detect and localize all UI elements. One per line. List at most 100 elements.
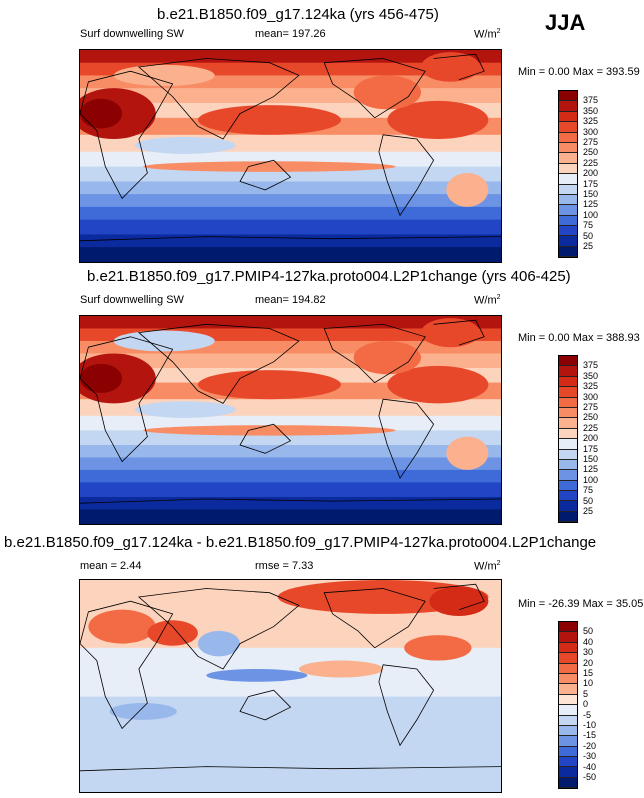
colorbar-tick-label: 75: [583, 220, 594, 231]
colorbar-tick-label: 20: [583, 657, 594, 668]
colorbar-segment: [559, 767, 577, 778]
season-label: JJA: [545, 10, 586, 35]
colorbar-tick-label: 350: [583, 370, 599, 381]
colorbar-segment: [559, 511, 577, 523]
colorbar-tick-label: 75: [583, 485, 594, 496]
panel-2-title: b.e21.B1850.f09_g17.PMIP4-127ka.proto004…: [87, 268, 571, 285]
panel-1-minmax: Min = 0.00 Max = 393.59: [518, 66, 640, 78]
colorbar-tick-label: 40: [583, 636, 594, 647]
colorbar-tick-label: 0: [583, 699, 589, 710]
panel-2-minmax: Min = 0.00 Max = 388.93: [518, 332, 640, 344]
colorbar-segment: [559, 132, 577, 143]
colorbar-tick-label: -5: [583, 709, 592, 720]
colorbar-segment: [559, 653, 577, 664]
colorbar-tick-label: 100: [583, 209, 599, 220]
colorbar-segment: [559, 449, 577, 460]
colorbar-tick-label: 50: [583, 230, 594, 241]
panel-2-mean-label: mean= 194.82: [255, 294, 326, 306]
colorbar-tick-label: -40: [583, 761, 597, 772]
panel-3-map: [79, 579, 502, 793]
colorbar-tick-label: 275: [583, 137, 599, 147]
colorbar-tick-label: 275: [583, 402, 599, 412]
colorbar-segment: [559, 163, 577, 175]
colorbar-tick-label: 50: [583, 626, 594, 637]
colorbar-tick-label: -10: [583, 720, 597, 730]
panel-3-colorbar: 50 40 30 20 15 10 5 0 -5 -10 -15 -20 -30 -40 -50: [558, 621, 596, 790]
panel-2-map: [79, 315, 502, 525]
colorbar-segment: [559, 407, 577, 419]
colorbar-segment: [559, 428, 577, 440]
colorbar-tick-label: 150: [583, 454, 599, 464]
map-field: [80, 580, 501, 792]
colorbar-tick-label: 125: [583, 199, 599, 210]
colorbar-tick-label: 325: [583, 381, 599, 392]
colorbar-segment: [559, 480, 577, 492]
colorbar-segment: [559, 705, 577, 716]
colorbar-tick-label: 325: [583, 116, 599, 127]
colorbar-segment: [559, 501, 577, 512]
colorbar-segment: [559, 746, 577, 758]
colorbar-tick-label: 175: [583, 443, 599, 454]
colorbar-segment: [559, 236, 577, 247]
colorbar-segment: [559, 142, 577, 154]
panel-3-rmse-label: rmse = 7.33: [255, 560, 314, 572]
colorbar-tick-label: 350: [583, 105, 599, 116]
colorbar-segment: [559, 470, 577, 481]
colorbar-tick-label: 100: [583, 474, 599, 485]
panel-1-units: W/m2: [474, 28, 501, 41]
panel-3-minmax: Min = -26.39 Max = 35.05: [518, 598, 644, 610]
colorbar-segment: [559, 663, 577, 674]
colorbar-tick-label: 250: [583, 412, 599, 423]
panel-1-title: b.e21.B1850.f09_g17.124ka (yrs 456-475): [157, 6, 439, 23]
panel-2-units: W/m2: [474, 294, 501, 307]
colorbar-tick-label: 10: [583, 678, 594, 689]
colorbar-tick-label: -15: [583, 730, 597, 741]
map-field: [80, 316, 501, 524]
colorbar-tick-label: 375: [583, 360, 599, 371]
colorbar-segment: [559, 491, 577, 502]
colorbar-tick-label: 225: [583, 157, 599, 168]
colorbar-tick-label: -20: [583, 740, 597, 751]
colorbar-segment: [559, 622, 577, 633]
colorbar-tick-label: 175: [583, 178, 599, 189]
colorbar-segment: [559, 715, 577, 726]
colorbar-tick-label: 25: [583, 506, 594, 516]
colorbar-tick-label: 250: [583, 147, 599, 158]
colorbar-segment: [559, 246, 577, 258]
colorbar-segment: [559, 777, 577, 789]
colorbar-segment: [559, 387, 577, 398]
colorbar-segment: [559, 174, 577, 185]
colorbar-segment: [559, 122, 577, 133]
colorbar-tick-label: 25: [583, 241, 594, 251]
colorbar-tick-label: 300: [583, 126, 599, 137]
colorbar-segment: [559, 757, 577, 768]
colorbar-segment: [559, 673, 577, 685]
panel-1-map: [79, 49, 502, 263]
colorbar-segment: [559, 736, 577, 747]
panel-1-variable-label: Surf downwelling SW: [80, 28, 184, 40]
panel-2-colorbar: 375 350 325 300 275 250 225 200 175 150 125 100 75 50…: [558, 355, 598, 524]
colorbar-segment: [559, 91, 577, 102]
colorbar-tick-label: 200: [583, 433, 599, 444]
colorbar-segment: [559, 439, 577, 450]
colorbar-segment: [559, 694, 577, 706]
colorbar-tick-label: 50: [583, 495, 594, 506]
colorbar-tick-label: 5: [583, 688, 589, 699]
colorbar-segment: [559, 397, 577, 408]
panel-1-colorbar: 375 350 325 300 275 250 225 200 175 150 125 100 75 50…: [558, 90, 598, 259]
colorbar-tick-label: 15: [583, 668, 594, 678]
colorbar-segment: [559, 205, 577, 216]
colorbar-segment: [559, 725, 577, 737]
colorbar-tick-label: 375: [583, 95, 599, 106]
colorbar-segment: [559, 632, 577, 643]
colorbar-segment: [559, 459, 577, 471]
colorbar-segment: [559, 101, 577, 112]
colorbar-segment: [559, 194, 577, 206]
colorbar-tick-label: 125: [583, 464, 599, 475]
colorbar-segment: [559, 184, 577, 195]
colorbar-segment: [559, 642, 577, 654]
colorbar-tick-label: 30: [583, 647, 594, 658]
colorbar-tick-label: -30: [583, 751, 597, 762]
colorbar-segment: [559, 376, 577, 388]
colorbar-segment: [559, 418, 577, 429]
